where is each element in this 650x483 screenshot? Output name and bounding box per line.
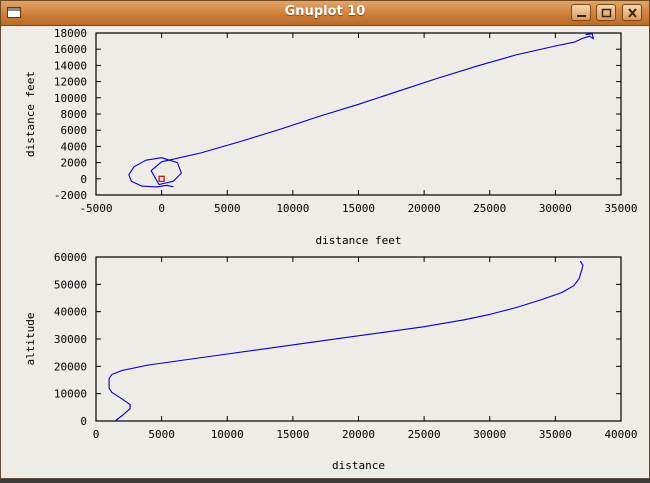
chart-2-xtick-label: 0 — [93, 428, 100, 441]
chart-1-ytick-label: 0 — [80, 173, 87, 186]
chart-1-ytick-label: 14000 — [54, 59, 87, 72]
chart-1-ytick-label: 12000 — [54, 76, 87, 89]
plot-svg: -5000 0 5000 10000 15000 20000 25000 30000 35000… — [24, 27, 638, 472]
chart-1-origin-marker — [158, 175, 165, 182]
chart-1-ytick-label: 16000 — [54, 43, 87, 56]
chart-2-xtick-label: 20000 — [342, 428, 375, 441]
window-title: Gnuplot 10 — [284, 4, 366, 19]
chart-2-series-line — [108, 260, 584, 421]
chart-1-xtick-label: 30000 — [539, 202, 572, 215]
chart-1-xtick-label: -5000 — [79, 202, 112, 215]
chart-2-ytick-label: 50000 — [54, 278, 87, 291]
chart-1-ytick-label: 8000 — [61, 108, 88, 121]
chart-1-xtick-label: 10000 — [276, 202, 309, 215]
chart-2-xtick-label: 25000 — [408, 428, 441, 441]
chart-1-ytick-label: 10000 — [54, 92, 87, 105]
window-menu-icon[interactable] — [7, 7, 21, 18]
chart-2-xlabel: distance — [332, 459, 385, 472]
chart-1-xtick-label: 25000 — [473, 202, 506, 215]
chart-1-ytick-label: -2000 — [54, 189, 87, 202]
chart-2-ytick-label: 30000 — [54, 333, 87, 346]
chart-1-ytick-label: 2000 — [61, 157, 88, 170]
chart-2-xtick-label: 10000 — [211, 428, 244, 441]
chart-1-ytick-label: 18000 — [54, 27, 87, 40]
chart-2-xtick-label: 30000 — [473, 428, 506, 441]
chart-2-ytick-label: 0 — [80, 415, 87, 428]
close-button[interactable] — [622, 4, 642, 21]
minimize-icon — [577, 15, 586, 17]
title-bar[interactable]: Gnuplot 10 — [1, 1, 649, 26]
chart-2-xtick-label: 40000 — [604, 428, 637, 441]
chart-1-series-line — [128, 33, 594, 188]
chart-1-xtick-label: 20000 — [408, 202, 441, 215]
minimize-button[interactable] — [571, 4, 591, 21]
chart-1-xtick-label: 15000 — [342, 202, 375, 215]
chart-2-xtick-label: 15000 — [276, 428, 309, 441]
chart-2-ylabel: altitude — [24, 313, 37, 366]
chart-1-ytick-label: 4000 — [61, 140, 88, 153]
chart-2-xtick-label: 5000 — [148, 428, 175, 441]
chart-1-xtick-label: 0 — [158, 202, 165, 215]
close-icon — [628, 8, 637, 18]
chart-1-ytick-label: 6000 — [61, 124, 88, 137]
chart-2-xtick-label: 35000 — [539, 428, 572, 441]
chart-1-ylabel: distance feet — [24, 71, 37, 157]
maximize-button[interactable] — [596, 4, 616, 21]
chart-2-ytick-label: 20000 — [54, 360, 87, 373]
chart-2-ytick-label: 40000 — [54, 306, 87, 319]
chart-1-frame — [95, 32, 622, 196]
maximize-icon — [601, 8, 612, 18]
chart-1-xtick-label: 35000 — [604, 202, 637, 215]
chart-1-xlabel: distance feet — [315, 234, 401, 247]
chart-1-xtick-label: 5000 — [214, 202, 241, 215]
chart-2-ytick-label: 60000 — [54, 251, 87, 264]
chart-2-ytick-label: 10000 — [54, 388, 87, 401]
plot-canvas[interactable]: -5000 0 5000 10000 15000 20000 25000 30000 35000… — [2, 26, 650, 479]
chart-2-frame — [95, 256, 622, 422]
